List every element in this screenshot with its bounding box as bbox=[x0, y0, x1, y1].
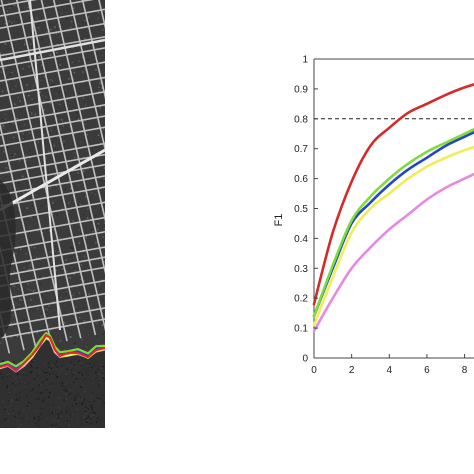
y-tick-label: 0.5 bbox=[294, 204, 308, 215]
x-tick-label: 8 bbox=[462, 365, 468, 376]
y-tick-label: 1 bbox=[302, 55, 308, 66]
y-tick-label: 0.1 bbox=[294, 324, 308, 335]
satellite-image-svg bbox=[0, 0, 105, 428]
y-tick-label: 0 bbox=[302, 354, 308, 365]
series-line-3 bbox=[312, 145, 474, 327]
x-tick-label: 4 bbox=[387, 365, 393, 376]
y-tick-label: 0.4 bbox=[294, 234, 308, 245]
y-tick-label: 0.9 bbox=[294, 84, 308, 95]
series-line-0 bbox=[312, 83, 474, 306]
y-axis-label: F1 bbox=[273, 214, 285, 227]
x-tick-label: 0 bbox=[311, 365, 317, 376]
y-axis-ticks: 0 0.1 0.2 0.3 0.4 0.5 0.6 0.7 0.8 0.9 1 bbox=[294, 55, 318, 365]
series-line-1 bbox=[312, 128, 474, 318]
satellite-image bbox=[0, 0, 105, 428]
f1-chart: 0 0.1 0.2 0.3 0.4 0.5 0.6 0.7 0.8 0.9 1 0 2 4 6 8 F1 bbox=[260, 40, 474, 390]
y-tick-label: 0.7 bbox=[294, 144, 308, 155]
series-layer bbox=[312, 83, 474, 333]
f1-chart-svg: 0 0.1 0.2 0.3 0.4 0.5 0.6 0.7 0.8 0.9 1 0 2 4 6 8 F1 bbox=[273, 55, 474, 376]
y-tick-label: 0.3 bbox=[294, 264, 308, 275]
x-axis-ticks: 0 2 4 6 8 bbox=[311, 354, 468, 376]
plot-frame bbox=[313, 58, 474, 359]
x-tick-label: 2 bbox=[349, 365, 355, 376]
y-tick-label: 0.2 bbox=[294, 294, 308, 305]
x-tick-label: 6 bbox=[424, 365, 430, 376]
y-tick-label: 0.6 bbox=[294, 174, 308, 185]
y-tick-label: 0.8 bbox=[294, 114, 308, 125]
series-line-4 bbox=[312, 172, 474, 333]
